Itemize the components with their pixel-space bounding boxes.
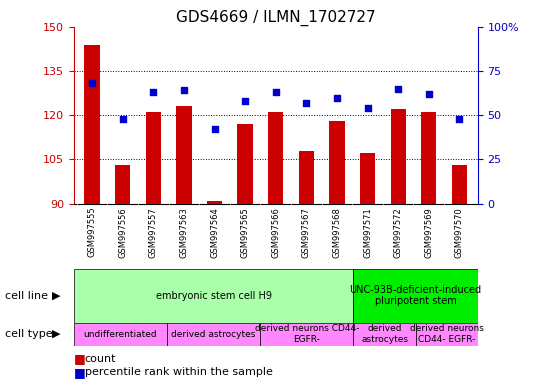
Bar [207, 200, 222, 204]
Bar [360, 154, 375, 204]
Text: ■: ■ [74, 366, 86, 379]
Point [302, 100, 311, 106]
Point [394, 86, 402, 92]
Bar [299, 151, 314, 204]
Point [149, 89, 158, 95]
Text: GSM997567: GSM997567 [302, 207, 311, 258]
Bar [85, 45, 100, 204]
Bar [416, 323, 478, 346]
Text: embryonic stem cell H9: embryonic stem cell H9 [156, 291, 271, 301]
Text: percentile rank within the sample: percentile rank within the sample [85, 367, 272, 377]
Point [210, 126, 219, 132]
Text: cell line: cell line [5, 291, 49, 301]
Text: GSM997569: GSM997569 [424, 207, 434, 258]
Text: UNC-93B-deficient-induced
pluripotent stem: UNC-93B-deficient-induced pluripotent st… [349, 285, 482, 306]
Point [455, 116, 464, 122]
Bar [260, 323, 353, 346]
Point [118, 116, 127, 122]
Text: derived
astrocytes: derived astrocytes [361, 324, 408, 344]
Text: GSM997572: GSM997572 [394, 207, 402, 258]
Bar [167, 323, 260, 346]
Text: cell type: cell type [5, 329, 53, 339]
Text: GSM997565: GSM997565 [241, 207, 250, 258]
Text: GSM997564: GSM997564 [210, 207, 219, 258]
Point [241, 98, 250, 104]
Bar [115, 165, 130, 204]
Text: GSM997570: GSM997570 [455, 207, 464, 258]
Bar [421, 112, 436, 204]
Text: GSM997555: GSM997555 [87, 207, 97, 257]
Text: count: count [85, 354, 116, 364]
Point [180, 88, 188, 94]
Point [424, 91, 433, 97]
Bar [146, 112, 161, 204]
Text: GSM997563: GSM997563 [180, 207, 188, 258]
Text: ▶: ▶ [52, 291, 61, 301]
Point [333, 94, 341, 101]
Text: derived neurons
CD44- EGFR-: derived neurons CD44- EGFR- [410, 324, 484, 344]
Point [271, 89, 280, 95]
Text: GSM997557: GSM997557 [149, 207, 158, 258]
Bar [329, 121, 345, 204]
Text: GSM997566: GSM997566 [271, 207, 280, 258]
Text: ▶: ▶ [52, 329, 61, 339]
Text: derived neurons CD44-
EGFR-: derived neurons CD44- EGFR- [254, 324, 359, 344]
Text: GSM997556: GSM997556 [118, 207, 127, 258]
Text: GSM997568: GSM997568 [333, 207, 341, 258]
Bar [390, 109, 406, 204]
Point [88, 80, 97, 86]
Bar [452, 165, 467, 204]
Text: derived astrocytes: derived astrocytes [171, 329, 256, 339]
Title: GDS4669 / ILMN_1702727: GDS4669 / ILMN_1702727 [176, 9, 376, 25]
Bar [74, 323, 167, 346]
Bar [268, 112, 283, 204]
Text: undifferentiated: undifferentiated [84, 329, 157, 339]
Bar [353, 323, 416, 346]
Bar [74, 269, 353, 323]
Text: GSM997571: GSM997571 [363, 207, 372, 258]
Bar [238, 124, 253, 204]
Bar [176, 106, 192, 204]
Bar [353, 269, 478, 323]
Point [363, 105, 372, 111]
Text: ■: ■ [74, 353, 86, 366]
